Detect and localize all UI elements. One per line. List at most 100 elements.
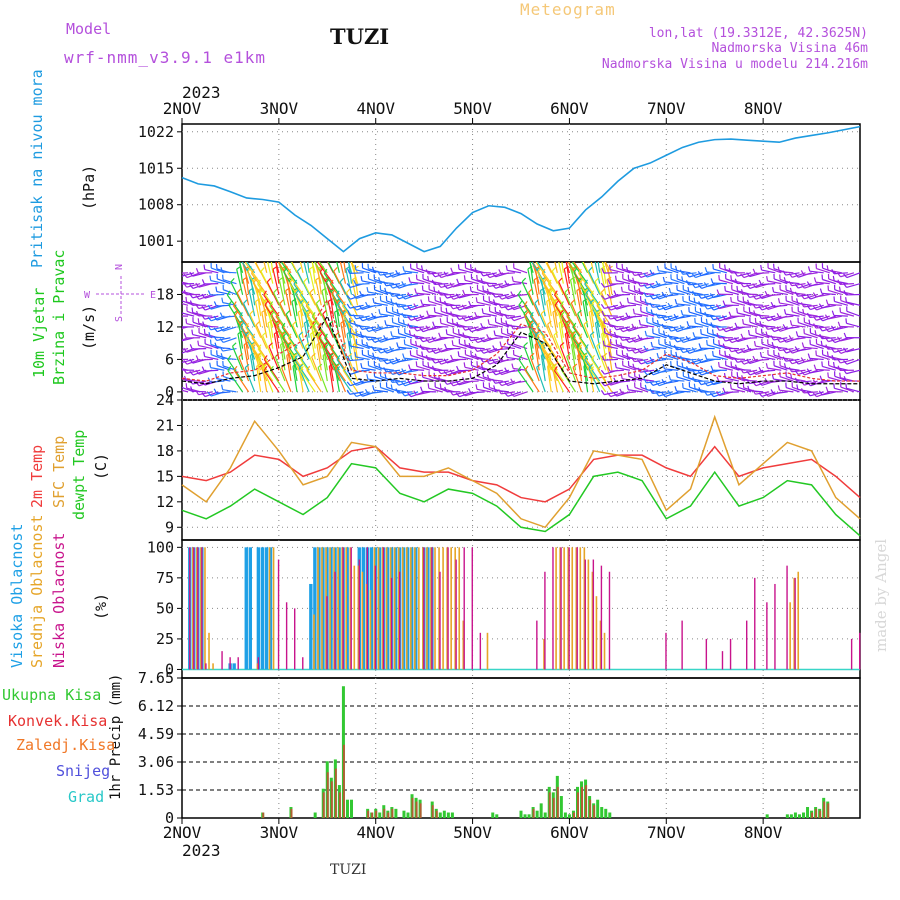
wind-barb <box>458 315 473 321</box>
wind-barb-flag <box>376 348 382 354</box>
mid-cloud-bar <box>353 565 356 670</box>
mid-cloud-bar <box>563 547 565 670</box>
wind-barb-flag <box>747 385 750 391</box>
wind-barb-flag <box>329 279 334 285</box>
low-cloud-bar <box>721 651 724 670</box>
wind-barb-flag <box>583 320 589 325</box>
wind-barb-flag <box>209 362 212 368</box>
wind-barb <box>810 391 824 397</box>
conv-precip-bar <box>371 812 374 818</box>
total-precip-bar <box>446 812 450 818</box>
wind-barb-flag <box>461 316 466 322</box>
wind-barb-flag <box>691 273 696 278</box>
wind-barb <box>275 262 280 273</box>
wind-barb-flag <box>709 305 715 311</box>
wind-barb <box>428 280 443 285</box>
wind-barb <box>392 302 407 306</box>
wind-barb <box>601 262 607 274</box>
y-tick-label: 18 <box>156 285 174 303</box>
wind-barb-flag <box>352 381 357 386</box>
wind-barb-flag <box>548 289 553 295</box>
wind-barb-flag <box>219 326 224 332</box>
wind-barb <box>251 273 268 295</box>
wind-barb-flag <box>240 322 244 328</box>
wind-barb <box>576 290 583 317</box>
wind-barb <box>521 281 534 306</box>
wind-barb-flag <box>818 316 824 322</box>
wind-barb <box>676 337 691 343</box>
wind-barb <box>518 358 534 382</box>
wind-barb-flag <box>195 369 200 375</box>
high-cloud-bar <box>385 547 390 670</box>
wind-barb <box>749 304 764 306</box>
wind-barb <box>182 312 195 317</box>
wind-barb <box>695 322 709 328</box>
wind-barb <box>616 367 631 371</box>
wind-barb-flag <box>226 290 231 296</box>
wind-barb-flag <box>724 285 726 292</box>
wind-barb <box>440 293 455 296</box>
wind-barb-flag <box>631 337 636 343</box>
wind-barb-flag <box>491 272 496 278</box>
wind-barb-flag <box>420 299 423 305</box>
wind-barb <box>404 270 419 274</box>
wind-barb <box>743 272 758 279</box>
wind-barb-flag <box>673 313 678 319</box>
total-precip-bar <box>442 810 446 818</box>
wind-barb <box>791 378 806 382</box>
wind-barb <box>239 262 244 273</box>
wind-barb-flag <box>377 356 381 362</box>
wind-barb <box>731 388 746 393</box>
wind-barb-flag <box>330 355 335 360</box>
wind-barb <box>306 369 322 393</box>
wind-barb-flag <box>742 318 744 325</box>
wind-barb-flag <box>649 381 654 386</box>
wind-barb <box>743 323 758 328</box>
conv-precip-bar <box>322 792 325 818</box>
wind-barb-flag <box>606 380 611 386</box>
wind-barb-flag <box>728 268 732 274</box>
wind-barb-flag <box>469 373 472 379</box>
wind-barb <box>385 283 401 287</box>
wind-barb-flag <box>431 365 435 371</box>
wind-barb-flag <box>505 320 508 326</box>
wind-barb-flag <box>431 336 436 342</box>
wind-barb-flag <box>656 319 660 326</box>
wind-barb-flag <box>207 316 212 322</box>
wind-barb-flag <box>178 365 180 370</box>
wind-barb-flag <box>800 357 805 363</box>
wind-barb <box>701 369 715 376</box>
wind-barb-flag <box>752 355 756 361</box>
wind-barb <box>416 304 431 309</box>
wind-barb-flag <box>687 372 690 379</box>
wind-barb-flag <box>770 335 775 341</box>
wind-barb-flag <box>716 376 720 382</box>
wind-barb <box>428 348 443 353</box>
wind-barb <box>182 380 183 382</box>
wind-barb <box>446 272 461 277</box>
wind-barb-flag <box>401 368 405 374</box>
mid-cloud-bar <box>559 547 561 670</box>
wind-barb-flag <box>607 279 611 285</box>
wind-barb <box>198 391 213 396</box>
low-cloud-bar <box>201 547 203 670</box>
wind-barb-flag <box>632 308 635 314</box>
wind-barb-flag <box>697 294 702 299</box>
wind-barb <box>682 348 697 354</box>
wind-barb-flag <box>594 277 599 283</box>
wind-barb-flag <box>221 384 224 390</box>
wind-barb <box>749 321 764 328</box>
wind-barb <box>737 368 752 371</box>
wind-barb <box>582 357 595 382</box>
wind-barb-flag <box>272 246 275 250</box>
wind-barb-flag <box>794 370 799 375</box>
low-cloud-bar <box>560 547 562 670</box>
wind-barb <box>582 262 595 284</box>
wind-barb-flag <box>358 316 363 322</box>
wind-barb-flag <box>415 340 418 346</box>
wind-barb-flag <box>263 290 267 296</box>
wind-barb-flag <box>614 275 617 281</box>
wind-barb-flag <box>395 357 399 363</box>
wind-barb-flag <box>333 267 338 272</box>
wind-barb <box>773 278 788 285</box>
